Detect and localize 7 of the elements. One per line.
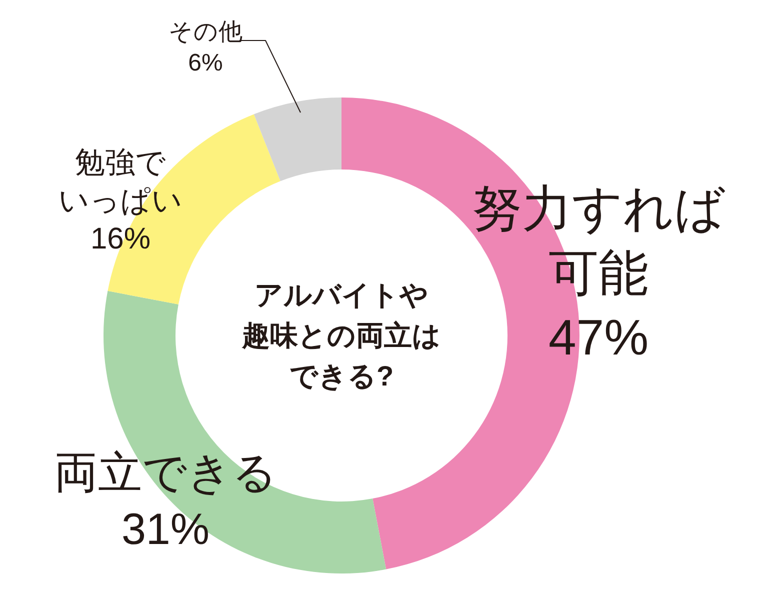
slice-label: 両立できる bbox=[54, 448, 277, 498]
data-label: 31% bbox=[121, 504, 210, 554]
slice-label: 努力すれば可能 bbox=[472, 180, 726, 301]
data-label: 6% bbox=[188, 50, 223, 77]
slice-label: その他 bbox=[168, 18, 242, 46]
text: アルバイトや趣味との両立はできる? bbox=[241, 280, 441, 392]
data-label: 47% bbox=[548, 309, 649, 366]
